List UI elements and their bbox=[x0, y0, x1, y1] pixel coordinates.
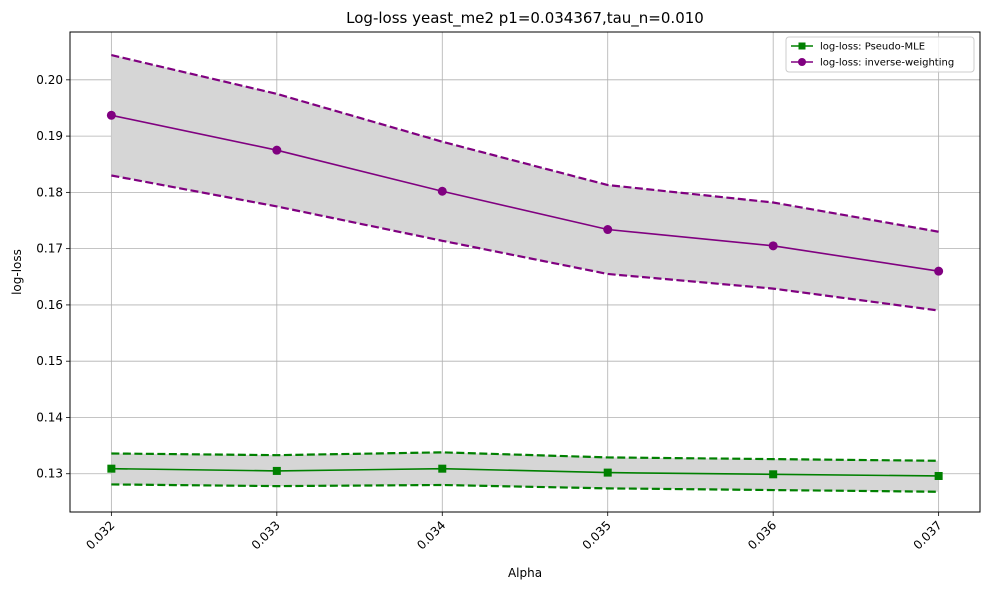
y-tick-label: 0.19 bbox=[36, 129, 63, 143]
y-tick-label: 0.16 bbox=[36, 298, 63, 312]
legend-box bbox=[785, 36, 975, 73]
legend-marker-pseudo-mle bbox=[798, 42, 806, 50]
y-tick-label: 0.13 bbox=[36, 467, 63, 481]
line-pseudo-mle bbox=[111, 467, 939, 477]
chart-title: Log-loss yeast_me2 p1=0.034367,tau_n=0.0… bbox=[346, 9, 704, 28]
y-tick-label: 0.17 bbox=[36, 242, 63, 256]
point-inverse-weighting bbox=[768, 241, 778, 251]
confidence-bands bbox=[111, 55, 939, 492]
point-pseudo-mle bbox=[603, 468, 612, 477]
upper-bound-inverse-weighting bbox=[111, 54, 939, 233]
line-inverse-weighting bbox=[111, 114, 939, 272]
point-pseudo-mle bbox=[438, 464, 447, 473]
point-pseudo-mle bbox=[107, 464, 116, 473]
y-tick-label: 0.15 bbox=[36, 354, 63, 368]
y-axis-ticks: 0.13 0.14 0.15 0.16 0.17 0.18 0.19 0.20 bbox=[36, 73, 70, 481]
point-inverse-weighting bbox=[437, 186, 447, 196]
x-axis-label: Alpha bbox=[508, 566, 542, 580]
legend: log-loss: Pseudo-MLE log-loss: inverse-w… bbox=[785, 36, 975, 73]
point-pseudo-mle bbox=[769, 470, 778, 479]
y-tick-label: 0.14 bbox=[36, 410, 63, 424]
lower-bound-inverse-weighting bbox=[111, 174, 939, 312]
plot-frame bbox=[69, 31, 981, 513]
legend-label-inverse-weighting: log-loss: inverse-weighting bbox=[820, 58, 954, 69]
series-layer bbox=[106, 54, 944, 493]
point-inverse-weighting bbox=[272, 145, 282, 155]
point-pseudo-mle bbox=[934, 471, 943, 480]
point-pseudo-mle bbox=[272, 466, 281, 475]
band-pseudo-mle bbox=[111, 452, 939, 492]
point-inverse-weighting bbox=[603, 225, 613, 235]
legend-marker-inverse-weighting bbox=[798, 58, 806, 66]
y-tick-label: 0.20 bbox=[36, 73, 63, 87]
y-axis-label: log-loss bbox=[10, 249, 24, 295]
point-inverse-weighting bbox=[106, 110, 116, 120]
point-inverse-weighting bbox=[934, 266, 944, 276]
y-tick-label: 0.18 bbox=[36, 185, 63, 199]
legend-label-pseudo-mle: log-loss: Pseudo-MLE bbox=[820, 42, 925, 53]
band-inverse-weighting bbox=[111, 55, 939, 311]
